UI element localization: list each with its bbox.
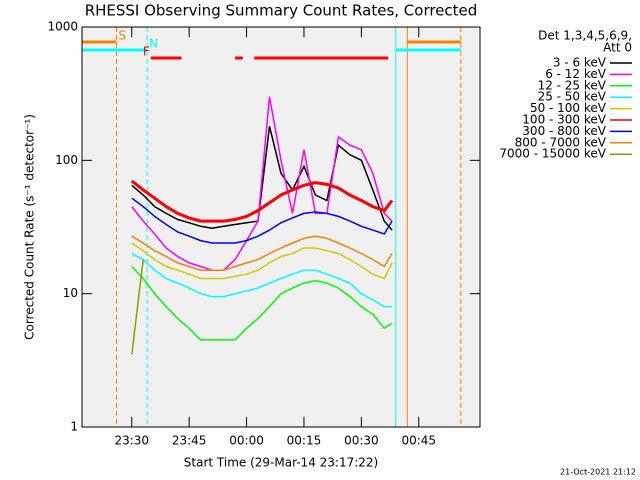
x-tick-label: 00:30 (344, 434, 379, 448)
legend-label: 6 - 12 keV (545, 67, 607, 81)
x-tick-label: 00:00 (229, 434, 264, 448)
flag-label: S (118, 29, 126, 43)
x-tick-label: 00:45 (401, 434, 436, 448)
legend-header: Det 1,3,4,5,6,9, (538, 29, 632, 43)
series-line (131, 126, 393, 231)
plot-area (82, 27, 480, 427)
x-tick-label: 00:15 (287, 434, 322, 448)
legend-label: 50 - 100 keV (530, 101, 607, 115)
series-line (130, 179, 394, 223)
legend-label: 100 - 300 keV (522, 113, 606, 127)
series-line (131, 96, 393, 271)
y-tick-label: 100 (55, 153, 78, 167)
footer-date: 21-Oct-2021 21:12 (560, 468, 636, 477)
legend-label: 800 - 7000 keV (515, 135, 607, 149)
axes-frame (81, 26, 481, 428)
series-line (131, 235, 393, 271)
flag-label: N (149, 37, 158, 51)
flag-label: F (143, 45, 150, 59)
chart-title: RHESSI Observing Summary Count Rates, Co… (85, 2, 478, 20)
legend-header: Att 0 (603, 41, 632, 55)
legend-label: 3 - 6 keV (553, 56, 607, 70)
x-tick-label: 23:30 (114, 434, 149, 448)
legend-label: 7000 - 15000 keV (499, 147, 606, 161)
y-tick-label: 1 (70, 420, 78, 434)
legend-label: 25 - 50 keV (538, 90, 607, 104)
y-axis-label: Corrected Count Rate (s⁻¹ detector⁻¹) (23, 114, 37, 340)
series-line (131, 265, 393, 341)
series-line (131, 259, 144, 355)
y-tick-label: 10 (63, 286, 78, 300)
x-tick-label: 23:45 (172, 434, 207, 448)
series-line (131, 242, 393, 280)
y-tick-label: 1000 (47, 20, 78, 34)
legend-label: 12 - 25 keV (538, 78, 607, 92)
series-line (131, 197, 393, 244)
legend-label: 300 - 800 keV (522, 124, 606, 138)
series-line (131, 252, 392, 308)
x-axis-label: Start Time (29-Mar-14 23:17:22) (184, 456, 378, 470)
